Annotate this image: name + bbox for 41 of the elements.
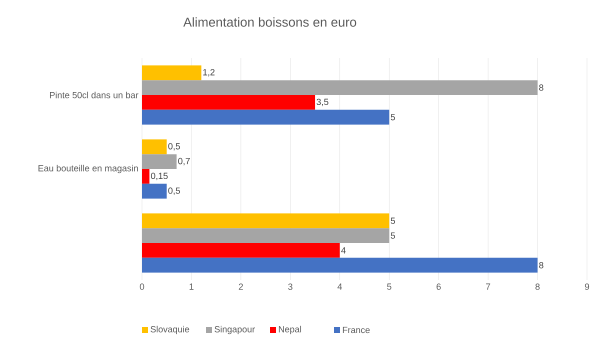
legend-label: France [342,326,370,334]
data-label: 5 [390,114,396,120]
x-tick-label: 9 [584,284,590,290]
bar [142,228,390,243]
x-tick-label: 2 [238,284,243,290]
bar [142,139,167,154]
data-label: 0,7 [178,158,190,166]
data-label: 8 [539,84,544,91]
bar [142,154,177,169]
bar [142,169,150,184]
x-tick-label: 8 [535,284,540,290]
data-label: 0,5 [168,187,180,195]
bar [142,213,390,228]
x-tick-label: 5 [387,284,392,290]
data-label: 5 [390,232,396,239]
y-tick-label: Eau bouteille en magasin [38,164,138,174]
x-tick-label: 3 [288,284,292,290]
legend-label: Singapour [214,326,255,334]
bar [142,110,390,125]
data-label: 3,5 [316,98,328,106]
x-tick-label: 0 [140,284,144,290]
data-label: 8 [539,262,544,268]
bar [142,258,538,273]
bar [142,95,316,110]
legend-label: Nepal [278,326,302,334]
chart-title: Alimentation boissons en euro [183,17,356,27]
bar [142,184,167,199]
data-label: 1,2 [203,69,215,76]
bar [142,65,202,80]
x-tick-label: 1 [190,284,194,290]
y-tick-label: Pinte 50cl dans un bar [50,92,138,98]
x-tick-label: 4 [337,284,342,290]
data-label: 0,15 [150,172,168,180]
legend-label: Slovaquie [150,326,190,334]
bar [142,80,538,95]
data-label: 4 [341,247,346,254]
bar [142,243,340,258]
data-label: 5 [390,218,396,224]
data-label: 0,5 [168,143,180,150]
x-tick-label: 7 [486,284,490,290]
x-tick-label: 6 [436,284,441,290]
